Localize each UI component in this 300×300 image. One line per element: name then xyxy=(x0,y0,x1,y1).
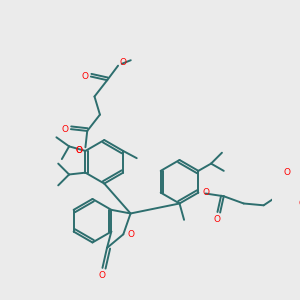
Text: O: O xyxy=(119,58,126,67)
Text: O: O xyxy=(99,271,106,280)
Text: O: O xyxy=(82,72,89,81)
Text: O: O xyxy=(202,188,209,197)
Text: O: O xyxy=(76,146,82,155)
Text: O: O xyxy=(284,168,291,177)
Text: O: O xyxy=(76,146,82,155)
Text: O: O xyxy=(127,230,134,239)
Text: O: O xyxy=(298,199,300,208)
Text: O: O xyxy=(62,124,69,134)
Text: O: O xyxy=(213,215,220,224)
